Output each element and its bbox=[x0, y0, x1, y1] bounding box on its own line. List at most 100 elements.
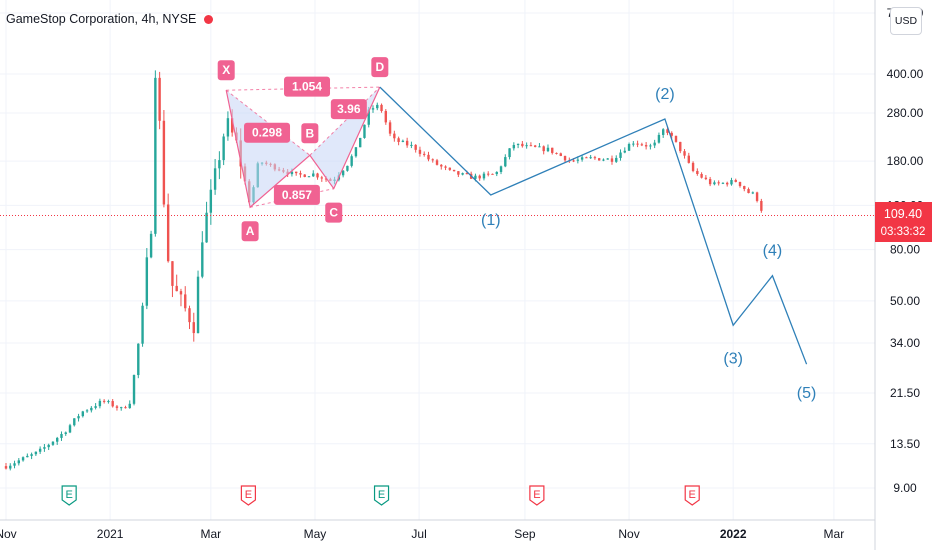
candle-body bbox=[111, 401, 114, 407]
wave-label: (1) bbox=[481, 212, 501, 229]
candle-body bbox=[158, 77, 161, 121]
ratio-ac-text: 0.857 bbox=[282, 188, 312, 202]
pattern-triangle-xab bbox=[226, 90, 310, 208]
time-tick-label: Nov bbox=[0, 527, 17, 541]
wave-label: (4) bbox=[763, 243, 783, 260]
earnings-marker-shape bbox=[240, 485, 256, 506]
candle-body bbox=[487, 173, 490, 175]
earnings-marker-shape bbox=[684, 485, 700, 506]
candle-body bbox=[563, 155, 567, 161]
candle-body bbox=[538, 146, 541, 148]
candle-body bbox=[128, 403, 131, 409]
candle-body bbox=[303, 174, 306, 177]
candle-body bbox=[670, 132, 673, 136]
candle-body bbox=[34, 451, 38, 455]
candle-body bbox=[529, 145, 533, 147]
candle-body bbox=[440, 164, 443, 167]
candle-body bbox=[615, 157, 618, 162]
earnings-marker[interactable]: E bbox=[61, 485, 77, 506]
candle-body bbox=[107, 401, 110, 403]
candle-body bbox=[423, 153, 426, 155]
candle-body bbox=[713, 182, 716, 185]
candle-body bbox=[738, 181, 742, 187]
ratio-xb-bg bbox=[244, 122, 291, 143]
candle-body bbox=[653, 142, 656, 146]
candle-body bbox=[452, 169, 456, 172]
candle-body bbox=[94, 406, 97, 408]
candle-body bbox=[81, 411, 85, 417]
candle-body bbox=[597, 158, 601, 161]
candle-body bbox=[602, 159, 605, 161]
candle-body bbox=[222, 136, 225, 161]
candle-body bbox=[13, 463, 16, 466]
pattern-point-c-text: C bbox=[329, 206, 338, 220]
candle-body bbox=[427, 154, 430, 160]
pattern-point-b-text: B bbox=[306, 126, 315, 140]
candle-body bbox=[679, 141, 682, 152]
earnings-marker-label: E bbox=[689, 489, 696, 501]
candle-body bbox=[760, 200, 763, 211]
candle-body bbox=[132, 375, 136, 404]
candle-body bbox=[294, 171, 298, 174]
pattern-point-b-bg bbox=[301, 123, 319, 144]
pattern-point-a: A bbox=[241, 221, 259, 242]
price-axis[interactable]: 9.0013.5021.5034.0050.0080.00120.00180.0… bbox=[887, 6, 924, 495]
earnings-marker[interactable]: E bbox=[240, 485, 256, 506]
ratio-bd-text: 3.96 bbox=[337, 102, 361, 116]
candle-body bbox=[576, 159, 580, 161]
earnings-marker[interactable]: E bbox=[373, 485, 390, 506]
candle-body bbox=[687, 155, 690, 163]
candle-body bbox=[418, 149, 422, 154]
candle-body bbox=[201, 242, 204, 277]
candle-body bbox=[324, 178, 328, 180]
price-badge: 109.40 03:33:32 bbox=[875, 202, 932, 242]
last-price-label: 109.40 bbox=[884, 207, 922, 221]
candle-body bbox=[640, 144, 644, 146]
price-tick-label: 9.00 bbox=[893, 481, 917, 495]
candle-body bbox=[734, 180, 737, 182]
candle-body bbox=[636, 143, 639, 145]
time-axis[interactable]: Nov 2021 Mar May Jul Sep Nov 2022 Mar bbox=[0, 527, 844, 541]
candle-body bbox=[743, 186, 746, 190]
earnings-marker-label: E bbox=[533, 489, 540, 501]
price-tick-label: 180.00 bbox=[887, 154, 924, 168]
candle-body bbox=[137, 343, 140, 376]
earnings-marker-label: E bbox=[65, 489, 72, 501]
candle-body bbox=[700, 173, 703, 178]
ratio-xd-text: 1.054 bbox=[292, 80, 322, 94]
time-tick-label: May bbox=[304, 527, 327, 541]
pattern-point-x-bg bbox=[217, 60, 235, 81]
candle-body bbox=[145, 257, 149, 306]
candle-body bbox=[495, 171, 498, 175]
candle-body bbox=[26, 455, 29, 458]
earnings-marker-label: E bbox=[378, 489, 385, 501]
candle-body bbox=[393, 133, 396, 139]
candle-body bbox=[90, 407, 93, 411]
price-tick-label: 13.50 bbox=[890, 437, 920, 451]
candle-body bbox=[542, 146, 545, 152]
candle-body bbox=[171, 261, 174, 286]
time-tick-label: 2022 bbox=[720, 527, 747, 541]
candle-body bbox=[290, 171, 294, 175]
candle-body bbox=[533, 145, 537, 147]
candle-body bbox=[606, 158, 609, 160]
candle-body bbox=[627, 144, 631, 151]
candle-body bbox=[499, 166, 503, 172]
candle-body bbox=[461, 173, 464, 175]
currency-button[interactable]: USD bbox=[890, 7, 922, 35]
candle-body bbox=[205, 212, 208, 243]
candle-body bbox=[166, 204, 170, 262]
candle-body bbox=[593, 157, 597, 159]
candle-body bbox=[751, 192, 755, 194]
candle-body bbox=[580, 157, 584, 160]
time-tick-label: Mar bbox=[824, 527, 845, 541]
earnings-marker[interactable]: E bbox=[529, 485, 545, 506]
symbol-header[interactable]: GameStop Corporation, 4h, NYSE bbox=[6, 12, 214, 26]
candle-body bbox=[457, 171, 460, 175]
symbol-title: GameStop Corporation, 4h, NYSE bbox=[6, 12, 197, 26]
candle-body bbox=[371, 108, 375, 110]
candle-body bbox=[478, 175, 481, 179]
candle-body bbox=[77, 416, 80, 419]
earnings-marker[interactable]: E bbox=[684, 485, 700, 506]
